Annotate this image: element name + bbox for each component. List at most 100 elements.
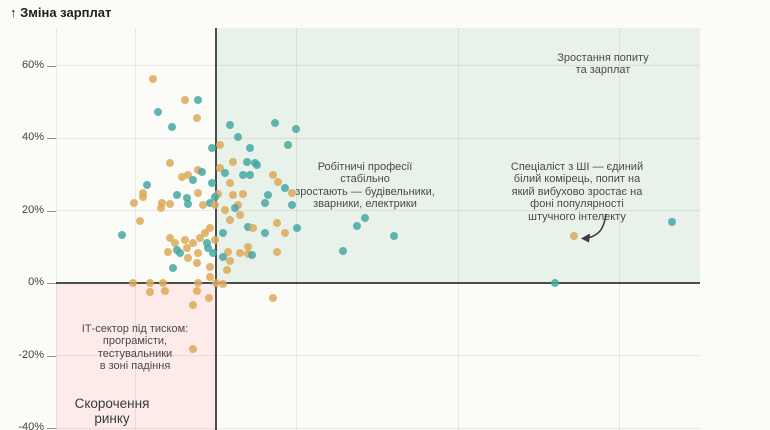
quadrant-growth-background xyxy=(217,28,700,283)
scatter-dot-teal xyxy=(246,144,254,153)
scatter-dot-orange xyxy=(249,223,257,232)
scatter-dot-orange xyxy=(206,272,214,281)
scatter-dot-orange xyxy=(164,247,172,256)
scatter-dot-teal xyxy=(219,252,227,261)
scatter-dot-teal xyxy=(221,169,229,178)
scatter-dot-orange xyxy=(193,259,201,268)
scatter-dot-orange xyxy=(159,279,167,287)
scatter-dot-orange xyxy=(136,217,144,225)
grid-line-vertical xyxy=(135,28,136,430)
scatter-dot-teal xyxy=(168,123,176,132)
y-axis-tick-mark xyxy=(47,283,56,284)
scatter-dot-orange xyxy=(239,189,247,198)
scatter-dot-teal xyxy=(143,181,151,190)
scatter-dot-teal xyxy=(206,198,214,207)
scatter-dot-teal xyxy=(189,176,197,185)
scatter-dot-teal xyxy=(668,218,676,227)
scatter-dot-teal xyxy=(208,178,216,187)
grid-line-horizontal xyxy=(56,65,700,66)
scatter-dot-teal xyxy=(339,247,347,256)
scatter-dot-orange xyxy=(206,223,214,232)
scatter-dot-teal xyxy=(219,228,227,237)
y-axis-tick-label: 40% xyxy=(21,131,44,143)
scatter-dot-orange xyxy=(184,253,192,262)
scatter-dot-orange xyxy=(196,234,204,243)
scatter-dot-orange xyxy=(171,239,179,248)
scatter-dot-orange xyxy=(181,235,189,244)
scatter-dot-teal xyxy=(231,203,239,212)
scatter-dot-orange xyxy=(221,206,229,215)
scatter-dot-orange xyxy=(244,243,252,252)
scatter-dot-orange xyxy=(219,280,227,289)
grid-line-vertical xyxy=(619,28,620,430)
grid-line-horizontal xyxy=(56,138,700,139)
scatter-dot-teal xyxy=(284,140,292,149)
scatter-dot-teal xyxy=(209,248,217,257)
scatter-dot-orange xyxy=(206,263,214,272)
scatter-dot-orange xyxy=(281,228,289,237)
scatter-dot-orange xyxy=(274,177,282,186)
scatter-dot-orange xyxy=(211,201,219,210)
scatter-dot-teal xyxy=(293,223,301,232)
y-axis-tick-mark xyxy=(47,138,56,139)
scatter-dot-orange xyxy=(288,189,296,198)
scatter-dot-orange xyxy=(223,265,231,274)
scatter-dot-orange xyxy=(236,210,244,219)
y-axis-tick-label: 0% xyxy=(28,276,44,288)
scatter-dot-orange xyxy=(193,286,201,295)
scatter-dot-teal xyxy=(246,170,254,179)
scatter-dot-orange xyxy=(269,293,277,302)
scatter-dot-teal xyxy=(281,184,289,193)
scatter-dot-teal xyxy=(243,157,251,166)
y-axis-tick-mark xyxy=(47,355,56,357)
scatter-dot-orange xyxy=(273,247,281,256)
scatter-dot-teal xyxy=(208,144,216,153)
scatter-dot-orange xyxy=(216,164,224,173)
grid-line-horizontal xyxy=(56,355,700,356)
scatter-dot-teal xyxy=(353,222,361,231)
y-axis-tick-mark xyxy=(47,210,56,212)
scatter-dot-teal xyxy=(239,170,247,179)
annotation-ai-specialist: Спеціаліст з ШІ — єдиний білий комірець, … xyxy=(510,161,644,223)
scatter-dot-orange xyxy=(181,95,189,104)
scatter-dot-teal xyxy=(288,201,296,210)
grid-line-horizontal xyxy=(56,210,700,211)
scatter-dot-orange xyxy=(236,248,244,257)
scatter-dot-teal xyxy=(169,264,177,273)
scatter-dot-teal xyxy=(176,248,184,257)
scatter-dot-orange xyxy=(139,193,147,202)
scatter-dot-orange xyxy=(130,198,138,207)
scatter-dot-teal xyxy=(203,239,211,248)
scatter-dot-orange xyxy=(193,114,201,123)
scatter-dot-orange xyxy=(158,198,166,207)
scatter-dot-orange xyxy=(146,288,154,297)
scatter-dot-orange xyxy=(205,293,213,302)
scatter-dot-teal xyxy=(173,190,181,199)
y-axis-tick-label: 20% xyxy=(21,203,44,216)
scatter-dot-orange xyxy=(194,189,202,198)
scatter-dot-orange xyxy=(224,247,232,256)
scatter-dot-teal xyxy=(551,279,559,287)
scatter-dot-orange xyxy=(184,170,192,179)
quadrant-decline-background xyxy=(56,284,216,430)
scatter-dot-teal xyxy=(271,119,279,128)
grid-line-horizontal xyxy=(56,428,700,429)
scatter-dot-orange xyxy=(166,159,174,167)
scatter-dot-orange xyxy=(129,279,137,287)
scatter-dot-orange xyxy=(189,239,197,248)
scatter-dot-orange xyxy=(216,140,224,149)
scatter-dot-teal xyxy=(198,168,206,177)
scatter-dot-teal xyxy=(183,194,191,203)
scatter-dot-teal xyxy=(234,132,242,141)
scatter-dot-teal xyxy=(253,160,261,169)
vertical-divider-line xyxy=(215,28,217,430)
annotation-growth: Зростання попиту та зарплат xyxy=(557,52,649,77)
scatter-dot-orange xyxy=(226,215,234,224)
scatter-dot-orange xyxy=(570,231,578,240)
scatter-dot-orange xyxy=(194,248,202,257)
scatter-dot-orange xyxy=(201,228,209,237)
scatter-dot-teal xyxy=(264,190,272,199)
scatter-dot-orange xyxy=(226,178,234,187)
scatter-dot-teal xyxy=(204,243,212,252)
